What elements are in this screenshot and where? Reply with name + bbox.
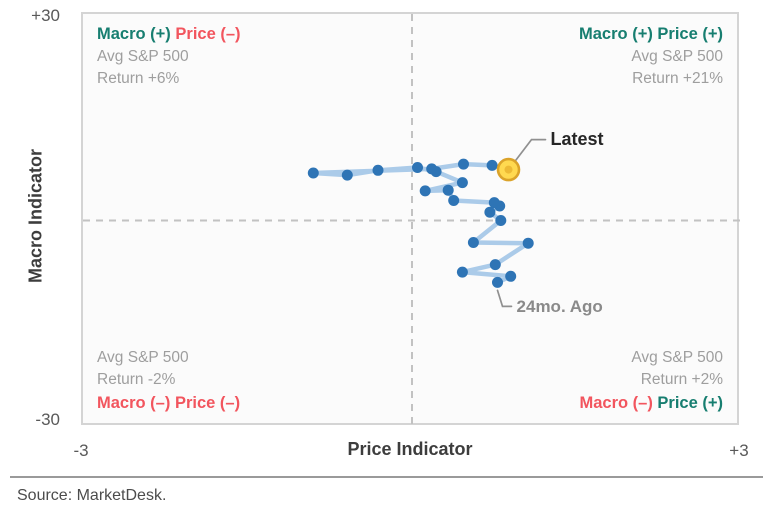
quadrant-avg-line: Avg S&P 500 [97,48,189,65]
chart-canvas [83,14,741,427]
y-axis-tick-bottom: -30 [35,410,60,429]
latest-point-core [504,165,513,174]
data-point-month-7 [484,206,496,218]
quadrant-avg-line: Avg S&P 500 [631,48,723,65]
data-point-month-6 [495,215,507,226]
data-point-month-18 [307,167,319,179]
oldest-annotation-label: 24mo. Ago [516,297,603,317]
data-point-month-5 [467,237,479,248]
quadrant-top-left-title: Macro (+) Price (–) [97,22,241,46]
quadrant-top-right: Macro (+) Price (+) Avg S&P 500 Return +… [579,22,723,90]
data-point-month-21 [486,159,498,171]
latest-annotation-label: Latest [550,128,604,149]
data-point-month-19 [426,163,438,175]
x-axis-tick-right: +3 [729,441,749,460]
data-point-month-13 [456,177,468,189]
x-axis-tick-left: -3 [73,441,89,460]
quadrant-bottom-right: Avg S&P 500 Return +2% Macro (–) Price (… [579,347,723,415]
quadrant-avg-line: Avg S&P 500 [97,349,189,366]
plot-area: Macro (+) Price (–) Avg S&P 500 Return +… [81,12,741,427]
macro-sign-label: Macro (+) [579,25,653,43]
data-point-month-2 [456,266,468,278]
price-sign-label: Price (–) [175,25,241,43]
data-point-month-11 [442,184,454,196]
data-point-month-16 [372,164,384,176]
data-point-month-1 [505,270,517,282]
quadrant-top-right-title: Macro (+) Price (+) [579,22,723,46]
data-point-month-15 [412,162,423,173]
y-axis-title: Macro Indicator [25,148,46,284]
price-sign-label: Price (–) [174,394,241,412]
data-point-month-3 [489,259,501,271]
data-point-month-9 [488,197,500,209]
price-sign-label: Price (+) [657,25,723,43]
data-point-month-4 [522,237,534,249]
data-point-month-10 [448,195,460,206]
data-point-month-0 [492,276,503,288]
source-note: Source: MarketDesk. [17,487,167,504]
quadrant-bottom-right-title: Macro (–) Price (+) [579,391,723,415]
price-sign-label: Price (+) [657,394,723,412]
data-point-month-17 [341,169,353,181]
macro-sign-label: Macro (–) [97,394,171,412]
x-axis-title: Price Indicator [347,439,473,459]
macro-sign-label: Macro (–) [579,394,653,412]
data-point-month-20 [458,158,469,170]
quadrant-bottom-left: Avg S&P 500 Return -2% Macro (–) Price (… [97,347,240,415]
data-point-month-12 [419,185,431,197]
quadrant-top-left: Macro (+) Price (–) Avg S&P 500 Return +… [97,22,241,90]
quadrant-avg-line: Avg S&P 500 [631,349,723,366]
footer-divider [10,476,763,478]
quadrant-return-line: Return -2% [97,371,176,388]
macro-sign-label: Macro (+) [97,25,171,43]
oldest-leader-line [496,289,513,308]
y-axis-tick-top: +30 [31,6,60,25]
quadrant-return-line: Return +2% [640,371,723,388]
quadrant-return-line: Return +21% [632,70,723,87]
quadrant-return-line: Return +6% [97,70,180,87]
quadrant-bottom-left-title: Macro (–) Price (–) [97,391,240,415]
latest-leader-line [514,138,547,162]
